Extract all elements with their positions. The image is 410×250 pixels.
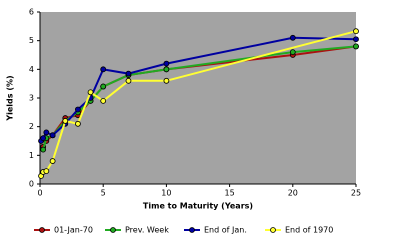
point xyxy=(353,28,359,35)
point xyxy=(87,89,94,96)
x-tick-label: 5 xyxy=(101,189,106,198)
point xyxy=(43,168,50,175)
point xyxy=(100,83,107,90)
legend-label: End of Jan. xyxy=(204,226,247,235)
point xyxy=(75,120,81,127)
point xyxy=(289,34,296,41)
x-tick-label: 15 xyxy=(225,189,235,198)
y-tick-label: 6 xyxy=(29,8,34,17)
point xyxy=(75,106,81,113)
x-tick-label: 0 xyxy=(37,189,42,198)
y-tick-label: 3 xyxy=(29,94,34,103)
legend-marker xyxy=(39,227,45,233)
x-tick-label: 10 xyxy=(161,189,171,198)
point xyxy=(353,43,359,50)
point xyxy=(49,132,56,139)
x-tick-label: 25 xyxy=(351,189,361,198)
legend-marker xyxy=(270,227,276,233)
point xyxy=(125,77,132,84)
y-axis-label: Yields (%) xyxy=(6,75,15,121)
point xyxy=(353,36,359,43)
point xyxy=(289,49,296,56)
point xyxy=(100,97,107,104)
point xyxy=(163,66,170,73)
legend-label: Prev. Week xyxy=(125,226,169,235)
y-tick-label: 1 xyxy=(29,151,34,160)
y-tick-label: 4 xyxy=(29,65,34,74)
y-tick-label: 5 xyxy=(29,36,34,45)
legend-marker xyxy=(189,227,195,233)
point xyxy=(40,135,47,142)
point xyxy=(163,60,170,67)
legend-label: 01-Jan-70 xyxy=(54,226,93,235)
y-tick-label: 0 xyxy=(29,180,34,189)
point xyxy=(49,158,56,164)
point xyxy=(125,70,132,77)
point xyxy=(43,129,50,136)
point xyxy=(62,118,69,124)
point xyxy=(40,146,47,153)
y-tick-label: 2 xyxy=(29,122,34,131)
legend-marker xyxy=(110,227,116,233)
point xyxy=(163,77,170,84)
legend-label: End of 1970 xyxy=(285,226,333,235)
x-tick-label: 20 xyxy=(288,189,298,198)
x-axis-label: Time to Maturity (Years) xyxy=(143,202,253,211)
point xyxy=(100,66,107,73)
